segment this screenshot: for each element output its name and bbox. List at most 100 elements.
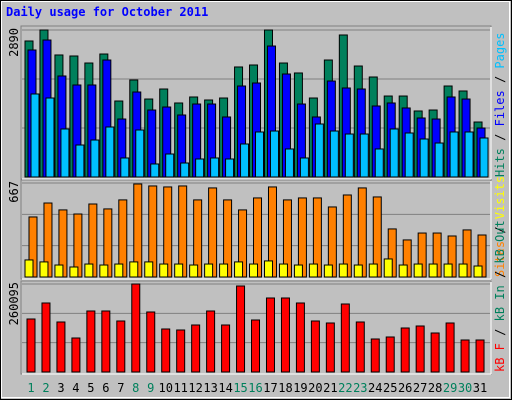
y-tick-label: 2890 xyxy=(7,28,21,57)
bar xyxy=(443,263,453,278)
x-tick-label: 27 xyxy=(413,381,427,395)
y-tick-label: 667 xyxy=(7,181,21,203)
bar xyxy=(189,264,199,278)
bar xyxy=(114,263,124,278)
bar xyxy=(84,263,94,278)
bar xyxy=(310,320,320,373)
bar xyxy=(180,162,190,178)
bar xyxy=(385,336,395,373)
bar xyxy=(473,265,483,278)
legend-label: kB F xyxy=(493,343,507,372)
bar xyxy=(249,263,259,278)
legend-label: kB Out xyxy=(493,220,507,263)
legend-separator: / xyxy=(493,219,507,241)
bar xyxy=(464,131,474,178)
bar xyxy=(353,264,363,278)
bar xyxy=(434,142,444,178)
x-tick-label: 28 xyxy=(428,381,442,395)
bar xyxy=(90,139,100,178)
x-tick-label: 19 xyxy=(293,381,307,395)
bar xyxy=(131,283,141,373)
legend-separator: / xyxy=(493,321,507,343)
x-tick-label: 5 xyxy=(87,381,94,395)
x-tick-label: 26 xyxy=(398,381,412,395)
bar xyxy=(458,263,468,278)
x-tick-label: 15 xyxy=(233,381,247,395)
x-tick-label: 13 xyxy=(203,381,217,395)
bar xyxy=(323,264,333,278)
chart-title: Daily usage for October 2011 xyxy=(6,5,208,19)
legend-label: Pages xyxy=(493,32,507,68)
bar xyxy=(159,263,169,278)
bar xyxy=(479,137,489,178)
bar xyxy=(191,324,201,373)
bar xyxy=(415,325,425,373)
bar xyxy=(234,261,244,278)
bar xyxy=(135,129,145,178)
legend-label: Hits xyxy=(493,148,507,177)
bar xyxy=(430,332,440,373)
bar xyxy=(163,186,173,278)
bar xyxy=(284,148,294,178)
bar xyxy=(71,337,81,373)
bar xyxy=(398,264,408,278)
x-tick-label: 8 xyxy=(132,381,139,395)
bar xyxy=(60,128,70,178)
bar xyxy=(30,93,40,178)
bar xyxy=(325,322,335,373)
x-tick-label: 7 xyxy=(117,381,124,395)
bar xyxy=(280,297,290,373)
bar xyxy=(41,302,51,373)
bar xyxy=(26,318,36,373)
bar xyxy=(69,266,79,278)
bar xyxy=(225,158,235,178)
bar xyxy=(404,132,414,178)
bar xyxy=(265,297,275,373)
x-tick-label: 9 xyxy=(147,381,154,395)
bar xyxy=(56,321,66,373)
x-tick-label: 17 xyxy=(263,381,277,395)
x-tick-label: 6 xyxy=(102,381,109,395)
x-tick-label: 30 xyxy=(458,381,472,395)
x-tick-label: 10 xyxy=(158,381,172,395)
x-tick-label: 1 xyxy=(27,381,34,395)
bar xyxy=(105,126,115,178)
bar xyxy=(161,328,171,373)
bar xyxy=(368,263,378,278)
bar xyxy=(255,131,265,178)
legend: Hits / Files / Pages xyxy=(493,32,507,177)
x-tick-label: 22 xyxy=(338,381,352,395)
bar xyxy=(86,310,96,373)
legend: kB F / kB In / kB Out xyxy=(493,220,507,372)
x-tick-label: 12 xyxy=(188,381,202,395)
bar xyxy=(99,264,109,278)
bar xyxy=(165,153,175,178)
bar xyxy=(116,320,126,373)
bar xyxy=(460,339,470,373)
bar xyxy=(54,264,64,278)
legend-label: kB In xyxy=(493,285,507,321)
bar xyxy=(204,263,214,278)
x-tick-label: 24 xyxy=(368,381,382,395)
legend-label: Sites xyxy=(493,241,507,277)
bar xyxy=(374,148,384,178)
legend-separator: / xyxy=(493,126,507,148)
bar xyxy=(340,303,350,373)
bar xyxy=(299,157,309,178)
x-tick-label: 3 xyxy=(57,381,64,395)
x-tick-label: 21 xyxy=(323,381,337,395)
x-tick-label: 4 xyxy=(72,381,79,395)
bar xyxy=(428,263,438,278)
bar xyxy=(475,339,485,373)
bar xyxy=(39,261,49,278)
bar xyxy=(370,338,380,373)
bar xyxy=(129,261,139,278)
bar xyxy=(120,157,130,178)
x-tick-label: 23 xyxy=(353,381,367,395)
bar xyxy=(221,324,231,373)
bar xyxy=(150,163,160,178)
bar xyxy=(195,158,205,178)
bar xyxy=(419,138,429,178)
bar xyxy=(236,285,246,373)
